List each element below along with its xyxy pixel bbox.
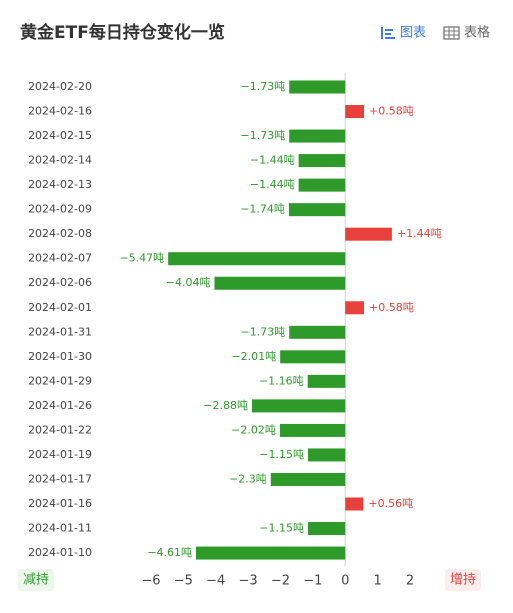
value-label: −2.02吨 bbox=[231, 423, 276, 436]
bar bbox=[279, 423, 346, 437]
y-tick-label: 2024-01-16 bbox=[28, 497, 92, 510]
bar bbox=[270, 472, 346, 486]
x-tick-label: −4 bbox=[206, 574, 225, 589]
value-label: −1.44吨 bbox=[250, 178, 295, 191]
bar bbox=[252, 399, 346, 413]
y-tick-label: 2024-02-14 bbox=[28, 154, 92, 167]
value-label: −4.61吨 bbox=[147, 546, 192, 559]
bar bbox=[345, 497, 364, 511]
value-label: −1.74吨 bbox=[240, 203, 285, 216]
icon bbox=[385, 37, 395, 39]
x-tick-label: −5 bbox=[174, 574, 193, 589]
y-tick-label: 2024-01-10 bbox=[28, 546, 92, 559]
y-tick-label: 2024-01-29 bbox=[28, 374, 92, 387]
x-tick-label: −2 bbox=[271, 574, 290, 589]
bar bbox=[214, 276, 346, 290]
y-tick-label: 2024-01-17 bbox=[28, 472, 92, 485]
value-label: −1.73吨 bbox=[241, 80, 286, 93]
y-tick-label: 2024-02-07 bbox=[28, 252, 92, 265]
bar bbox=[345, 105, 365, 119]
bar bbox=[289, 325, 346, 339]
y-tick-label: 2024-02-09 bbox=[28, 203, 92, 216]
x-tick-label: 2 bbox=[406, 574, 414, 589]
bar bbox=[308, 522, 346, 536]
button-label[interactable]: 图表 bbox=[400, 26, 426, 41]
value-label: −2.01吨 bbox=[231, 350, 276, 363]
y-tick-label: 2024-01-26 bbox=[28, 399, 92, 412]
x-tick-label: −3 bbox=[239, 574, 258, 589]
decrease-label: 减持 bbox=[23, 573, 49, 588]
chart-button[interactable]: 图表 bbox=[381, 26, 426, 41]
value-label: +0.58吨 bbox=[369, 105, 414, 118]
icon bbox=[385, 29, 393, 31]
y-tick-label: 2024-02-16 bbox=[28, 105, 92, 118]
y-tick-label: 2024-02-06 bbox=[28, 276, 92, 289]
bar bbox=[298, 178, 346, 192]
icon bbox=[385, 33, 391, 35]
x-tick-label: −6 bbox=[141, 574, 160, 589]
x-tick-label: 1 bbox=[373, 574, 381, 589]
table-button[interactable]: 表格 bbox=[443, 25, 490, 41]
x-tick-label: 0 bbox=[341, 574, 349, 589]
y-tick-label: 2024-02-01 bbox=[28, 301, 92, 314]
y-tick-label: 2024-01-31 bbox=[28, 325, 92, 338]
label-bg bbox=[18, 569, 54, 591]
value-label: +0.58吨 bbox=[369, 301, 414, 314]
button-label[interactable]: 表格 bbox=[464, 25, 490, 41]
y-tick-label: 2024-02-13 bbox=[28, 178, 92, 191]
bar bbox=[307, 374, 346, 388]
y-tick-label: 2024-02-08 bbox=[28, 227, 92, 240]
bar bbox=[345, 301, 365, 315]
y-tick-label: 2024-01-19 bbox=[28, 448, 92, 461]
bar bbox=[168, 252, 346, 266]
value-label: −1.15吨 bbox=[259, 522, 304, 535]
bar bbox=[345, 227, 392, 241]
chart-title: 黄金ETF每日持仓变化一览 bbox=[20, 22, 225, 43]
value-label: −1.44吨 bbox=[250, 154, 295, 167]
bar bbox=[289, 80, 346, 94]
bar bbox=[196, 546, 346, 560]
value-label: +0.56吨 bbox=[368, 497, 413, 510]
increase-label: 增持 bbox=[450, 573, 476, 588]
bar bbox=[289, 129, 346, 143]
value-label: −2.88吨 bbox=[203, 399, 248, 412]
label-bg bbox=[445, 569, 481, 591]
value-label: −1.15吨 bbox=[259, 448, 304, 461]
x-tick-label: −1 bbox=[303, 574, 322, 589]
value-label: −4.04吨 bbox=[166, 276, 211, 289]
value-label: −2.3吨 bbox=[229, 472, 267, 485]
y-tick-label: 2024-02-20 bbox=[28, 80, 92, 93]
bar bbox=[280, 350, 346, 364]
bar bbox=[288, 203, 346, 217]
bar bbox=[308, 448, 346, 462]
value-label: +1.44吨 bbox=[397, 227, 442, 240]
icon bbox=[381, 27, 383, 39]
value-label: −1.73吨 bbox=[241, 129, 286, 142]
y-tick-label: 2024-01-11 bbox=[28, 522, 92, 535]
value-label: −5.47吨 bbox=[119, 252, 164, 265]
bar bbox=[298, 154, 346, 168]
value-label: −1.16吨 bbox=[259, 374, 304, 387]
value-label: −1.73吨 bbox=[241, 325, 286, 338]
icon bbox=[443, 26, 460, 40]
y-tick-label: 2024-01-22 bbox=[28, 423, 92, 436]
y-tick-label: 2024-02-15 bbox=[28, 129, 92, 142]
y-tick-label: 2024-01-30 bbox=[28, 350, 92, 363]
